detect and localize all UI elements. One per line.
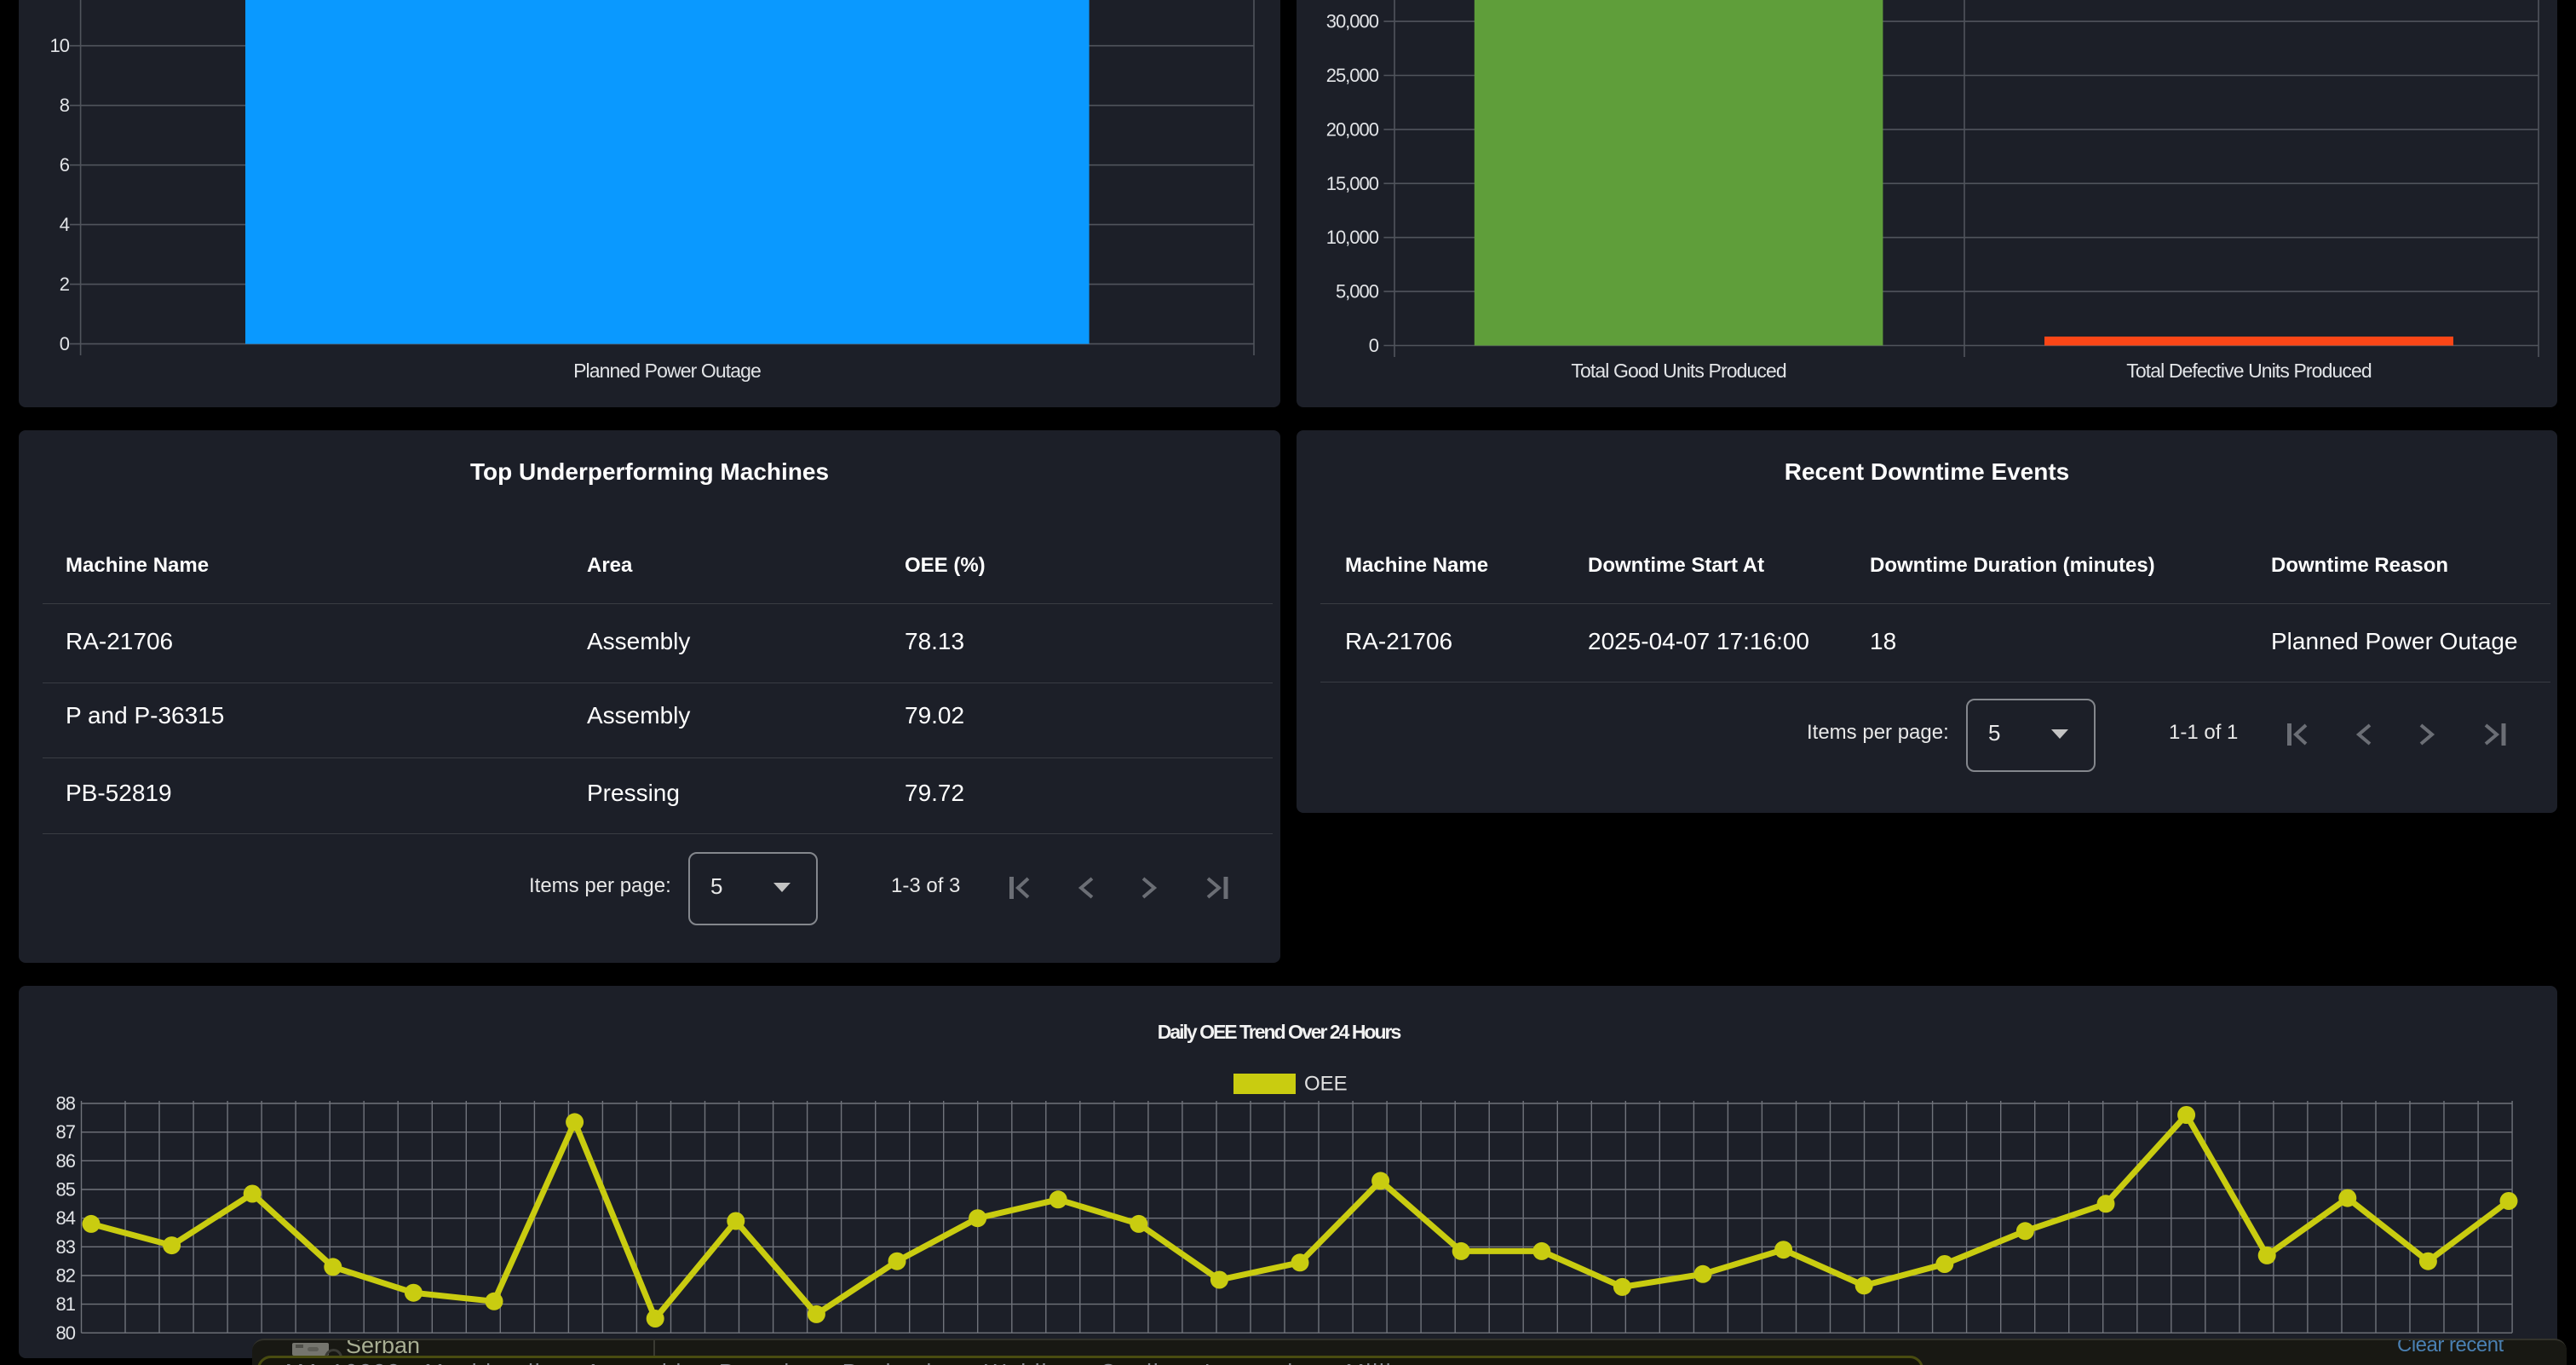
svg-text:2: 2 bbox=[60, 274, 70, 295]
svg-text:0: 0 bbox=[1369, 335, 1379, 356]
svg-text:5,000: 5,000 bbox=[1336, 281, 1379, 302]
svg-text:Total Defective Units Produced: Total Defective Units Produced bbox=[2126, 360, 2372, 382]
svg-text:6: 6 bbox=[60, 154, 70, 176]
svg-text:88: 88 bbox=[56, 1093, 76, 1114]
svg-text:10: 10 bbox=[50, 35, 70, 56]
svg-text:10,000: 10,000 bbox=[1326, 227, 1379, 248]
svg-text:80: 80 bbox=[56, 1322, 76, 1344]
svg-text:30,000: 30,000 bbox=[1326, 11, 1379, 32]
svg-text:0: 0 bbox=[60, 333, 70, 354]
svg-text:81: 81 bbox=[56, 1293, 76, 1315]
svg-text:84: 84 bbox=[56, 1207, 76, 1229]
svg-text:8: 8 bbox=[60, 95, 70, 116]
svg-text:4: 4 bbox=[60, 214, 70, 235]
svg-text:25,000: 25,000 bbox=[1326, 65, 1379, 86]
svg-text:20,000: 20,000 bbox=[1326, 118, 1379, 140]
svg-text:87: 87 bbox=[56, 1121, 76, 1143]
svg-text:Planned Power Outage: Planned Power Outage bbox=[573, 360, 761, 382]
svg-text:86: 86 bbox=[56, 1150, 76, 1172]
svg-text:83: 83 bbox=[56, 1236, 76, 1258]
svg-text:15,000: 15,000 bbox=[1326, 173, 1379, 194]
svg-text:OEE: OEE bbox=[1304, 1073, 1348, 1096]
svg-text:Total Good Units Produced: Total Good Units Produced bbox=[1571, 360, 1785, 382]
svg-text:Daily OEE Trend Over 24 Hours: Daily OEE Trend Over 24 Hours bbox=[1158, 1021, 1401, 1043]
svg-text:82: 82 bbox=[56, 1265, 76, 1287]
svg-text:85: 85 bbox=[56, 1179, 76, 1201]
